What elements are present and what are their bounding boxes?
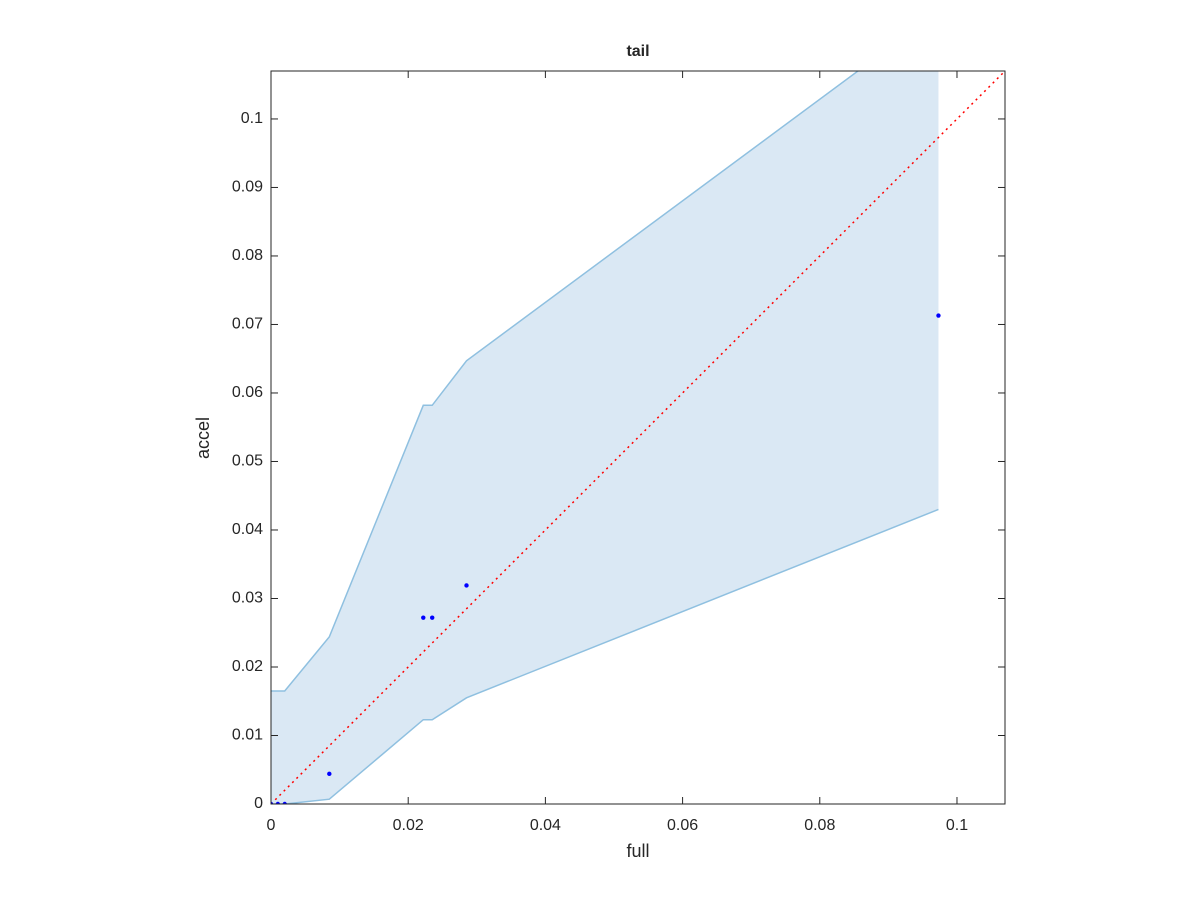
y-tick-label: 0.06 xyxy=(232,384,263,401)
x-axis-label: full xyxy=(626,841,649,861)
y-tick-label: 0.03 xyxy=(232,590,263,607)
y-tick-label: 0.02 xyxy=(232,658,263,675)
x-tick-label: 0 xyxy=(267,817,276,834)
scatter-point xyxy=(282,801,287,804)
scatter-point xyxy=(327,771,332,777)
y-tick-label: 0.04 xyxy=(232,521,263,538)
y-tick-label: 0.1 xyxy=(241,110,263,127)
y-tick-label: 0.01 xyxy=(232,727,263,744)
x-tick-label: 0.08 xyxy=(804,817,835,834)
y-tick-label: 0.05 xyxy=(232,453,263,470)
y-tick-label: 0.09 xyxy=(232,179,263,196)
chart-title: tail xyxy=(626,43,649,60)
x-tick-label: 0.02 xyxy=(393,817,424,834)
band-lower-edge xyxy=(271,508,939,804)
x-tick-label: 0.06 xyxy=(667,817,698,834)
x-tick-label: 0.1 xyxy=(946,817,968,834)
reference-line xyxy=(271,71,1005,804)
scatter-point xyxy=(271,801,274,804)
scatter-point xyxy=(421,615,426,620)
axes-box xyxy=(270,70,1006,805)
scatter-point xyxy=(464,583,469,588)
y-tick-label: 0.08 xyxy=(232,247,263,264)
scatter-point xyxy=(430,615,435,620)
y-axis-label: accel xyxy=(193,417,213,459)
x-tick-label: 0.04 xyxy=(530,817,561,834)
band-upper-edge xyxy=(271,71,860,692)
scatter-point xyxy=(936,313,941,318)
y-tick-label: 0 xyxy=(254,795,263,812)
plot-area xyxy=(271,71,1005,804)
y-tick-label: 0.07 xyxy=(232,316,263,333)
band-fill xyxy=(271,71,939,804)
scatter-point xyxy=(275,801,281,804)
